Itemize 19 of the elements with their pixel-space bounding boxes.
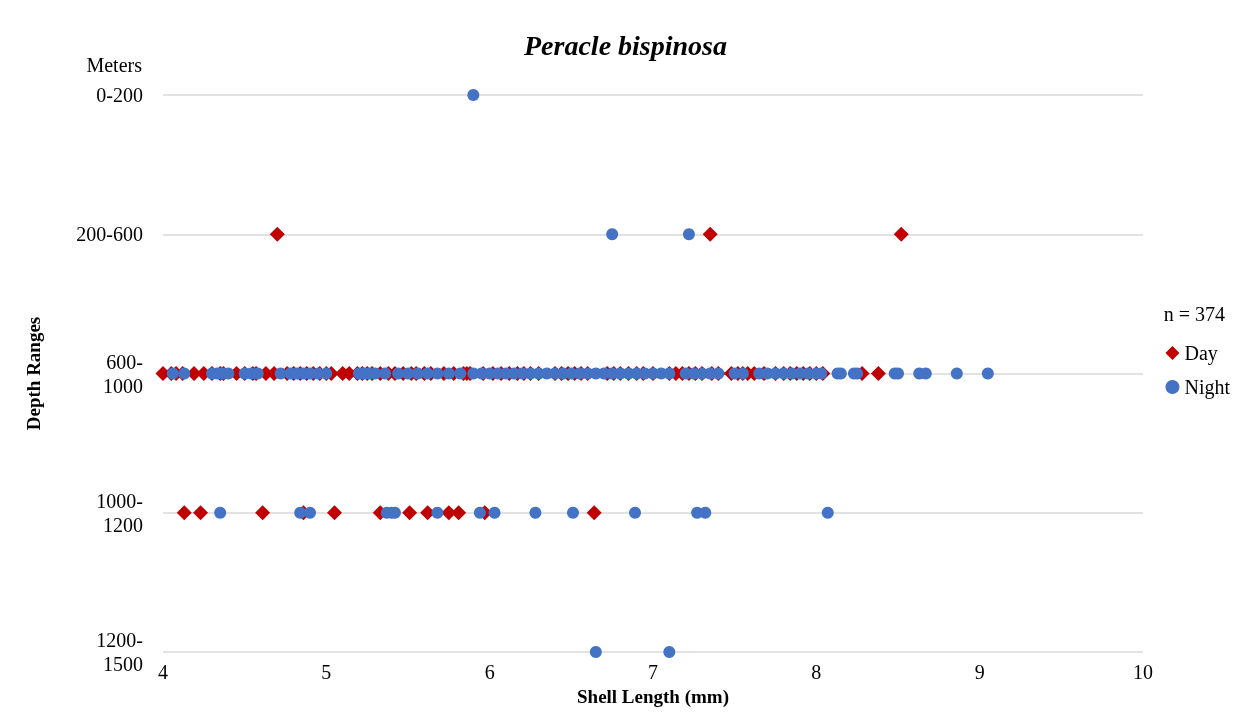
legend-label: Day: [1184, 342, 1218, 365]
x-tick-label: 4: [158, 661, 168, 683]
x-tick-label: 8: [811, 661, 822, 683]
chart-title: Peracle bispinosa: [523, 29, 727, 61]
y-tick-label: 1000-1200: [96, 489, 143, 536]
text: Meters: [86, 54, 143, 76]
x-tick-label: 7: [648, 661, 658, 683]
x-tick-label: 9: [974, 661, 985, 683]
x-tick-label: 6: [484, 661, 495, 683]
legend-label: Night: [1184, 376, 1231, 399]
x-axis-title: Shell Length (mm): [577, 685, 729, 708]
y-axis-title: Depth Ranges: [23, 316, 44, 431]
x-tick-label: 5: [321, 661, 332, 683]
x-tick-label: 10: [1133, 661, 1153, 683]
y-tick-label: 200-600: [76, 223, 143, 246]
legend-title: n = 374: [1163, 303, 1225, 325]
y-tick-label: 600-1000: [103, 350, 143, 397]
y-tick-label: 0-200: [96, 84, 143, 106]
y-tick-label: 1200-1500: [96, 629, 143, 675]
